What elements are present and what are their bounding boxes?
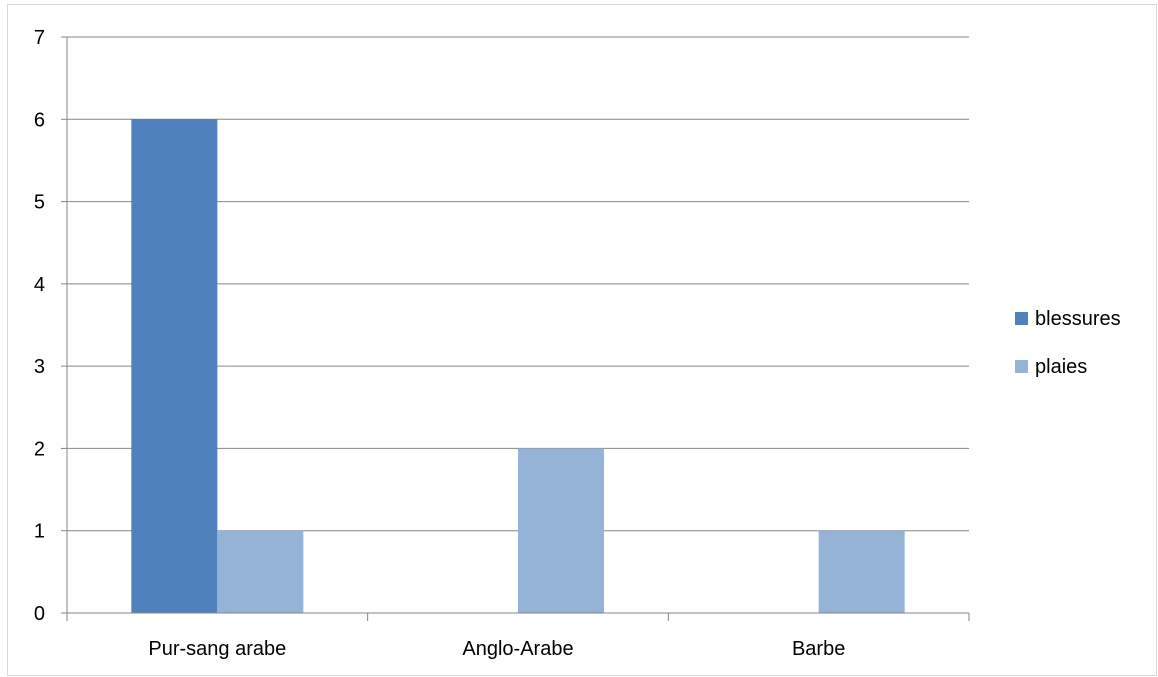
x-tick-label: Barbe (792, 638, 845, 660)
legend-label-plaies: plaies (1035, 356, 1087, 378)
axes (61, 36, 970, 621)
y-tick-labels: 0 1 2 3 4 5 6 7 (34, 27, 45, 625)
bar-plaies-0 (217, 530, 304, 613)
bar-blessures-0 (131, 119, 218, 614)
bar-plaies-1 (518, 448, 604, 613)
legend-swatch-blessures (1015, 312, 1028, 325)
y-tick-label: 3 (34, 356, 45, 378)
x-tick-label: Anglo-Arabe (462, 638, 573, 660)
y-tick-label: 4 (34, 274, 45, 296)
legend: blessures plaies (1015, 308, 1121, 378)
y-tick-label: 1 (34, 521, 45, 543)
y-tick-label: 7 (34, 27, 45, 49)
legend-swatch-plaies (1015, 360, 1028, 373)
x-tick-labels: Pur-sang arabe Anglo-Arabe Barbe (148, 638, 845, 660)
y-tick-label: 0 (34, 603, 45, 625)
legend-label-blessures: blessures (1035, 308, 1121, 330)
x-tick-label: Pur-sang arabe (148, 638, 286, 660)
y-tick-label: 2 (34, 438, 45, 460)
y-tick-label: 5 (34, 192, 45, 214)
bars (131, 119, 905, 614)
bar-plaies-2 (818, 530, 905, 613)
y-tick-label: 6 (34, 109, 45, 131)
